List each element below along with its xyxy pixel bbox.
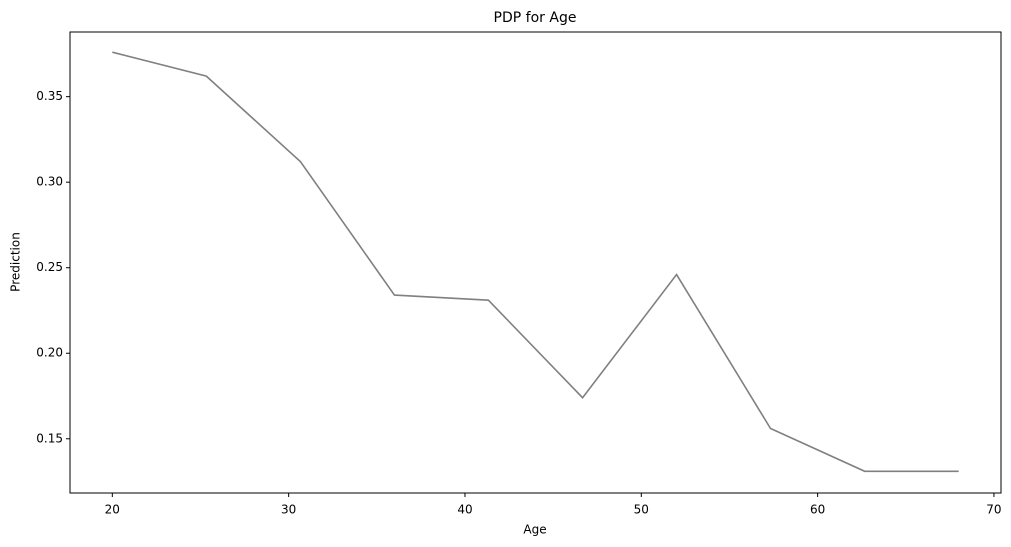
plot-frame: [69, 31, 1002, 494]
x-axis-label: Age: [523, 523, 546, 537]
x-tick-label: 70: [986, 503, 1001, 517]
x-tick-label: 40: [457, 503, 472, 517]
y-tick-label: 0.30: [36, 175, 63, 189]
data-line: [112, 51, 959, 473]
x-tick-label: 60: [810, 503, 825, 517]
y-tick-label: 0.20: [36, 346, 63, 360]
x-tick-label: 30: [281, 503, 296, 517]
x-tick-label: 20: [105, 503, 120, 517]
y-tick-label: 0.15: [36, 431, 63, 445]
chart-title: PDP for Age: [494, 10, 577, 26]
x-tick-label: 50: [634, 503, 649, 517]
y-tick-label: 0.25: [36, 260, 63, 274]
y-axis-label: Prediction: [9, 232, 23, 292]
y-tick-label: 0.35: [36, 89, 63, 103]
